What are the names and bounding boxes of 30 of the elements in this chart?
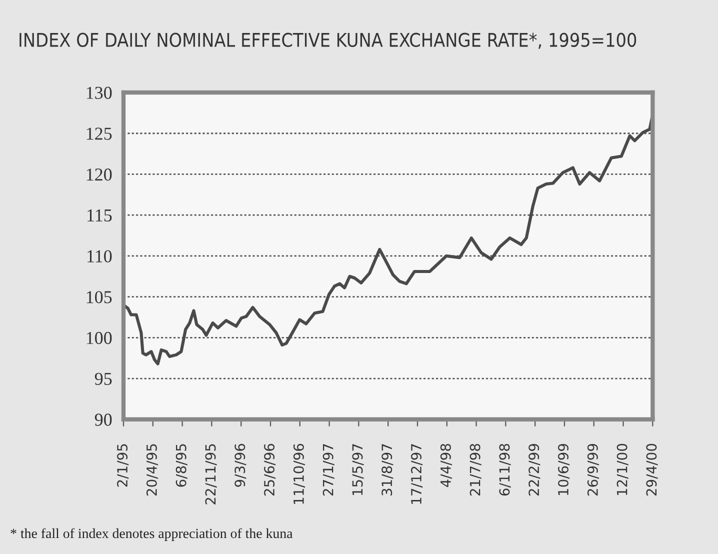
x-tick-label: 9/3/96 <box>234 444 246 487</box>
x-tick-label: 21/7/98 <box>470 444 482 496</box>
chart-title: INDEX OF DAILY NOMINAL EFFECTIVE KUNA EXCHANGE RATE*, 1995=100 <box>20 32 636 49</box>
y-tick-label: 105 <box>86 291 112 304</box>
x-tick-label: 12/1/00 <box>616 444 628 496</box>
y-tick-label: 95 <box>94 372 112 385</box>
x-tick-label: 4/4/98 <box>440 444 452 488</box>
y-tick-label: 120 <box>86 168 112 181</box>
x-tick-label: 10/6/99 <box>558 444 570 496</box>
x-tick-label: 2/1/95 <box>117 444 129 487</box>
y-tick-label: 130 <box>86 86 112 99</box>
y-tick-label: 90 <box>94 414 112 426</box>
x-tick-label: 22/2/99 <box>528 444 540 496</box>
x-tick-label: 20/4/95 <box>146 444 158 496</box>
y-tick-label: 110 <box>88 250 112 262</box>
x-tick-label: 11/10/96 <box>293 444 306 504</box>
x-tick-label: 25/6/96 <box>264 444 276 496</box>
x-tick-label: 27/1/97 <box>322 444 334 496</box>
y-tick-label: 125 <box>86 128 112 140</box>
x-tick-label: 6/8/95 <box>176 444 188 487</box>
text: * the fall of index denotes appreciation of the kuna <box>10 528 293 541</box>
x-tick-label: 6/11/98 <box>499 444 511 496</box>
y-tick-label: 100 <box>86 332 112 344</box>
x-tick-label: 26/9/99 <box>587 444 599 496</box>
x-tick-label: 17/12/97 <box>411 444 423 504</box>
x-tick-label: 15/5/97 <box>352 444 364 496</box>
x-tick-label: 22/11/95 <box>205 444 217 504</box>
x-tick-label: 29/4/00 <box>646 444 658 496</box>
x-tick-label: 31/8/97 <box>382 444 394 496</box>
y-tick-label: 115 <box>88 209 112 222</box>
